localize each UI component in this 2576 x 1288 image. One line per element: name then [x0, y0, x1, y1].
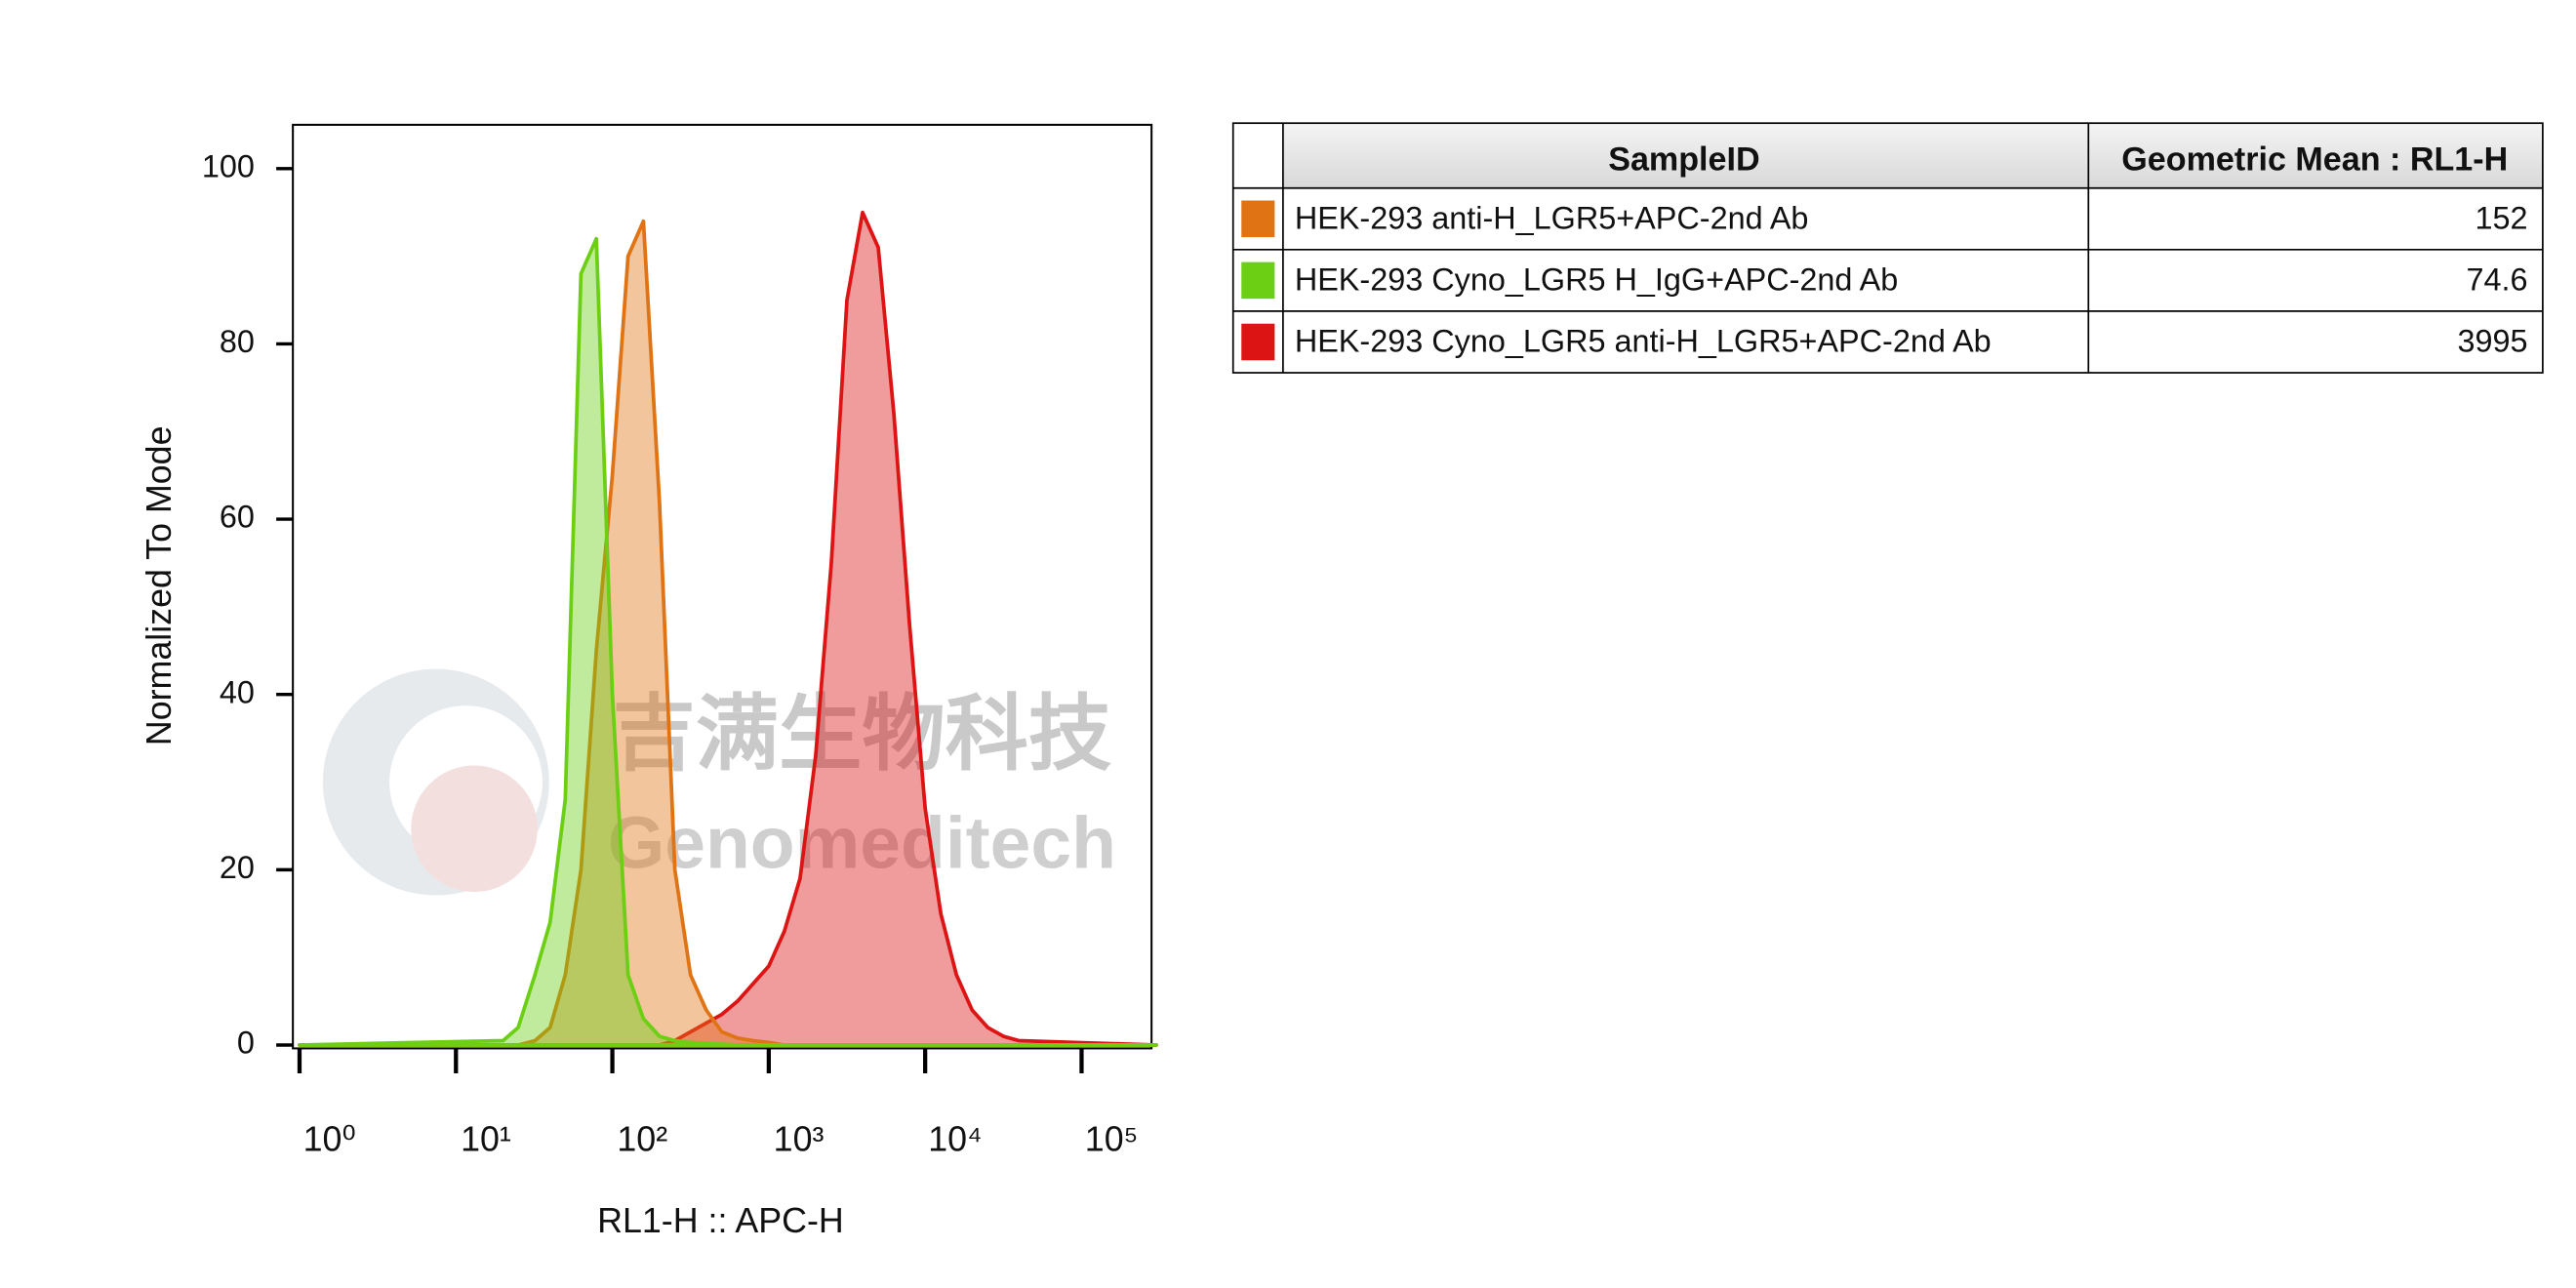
plot-frame	[292, 123, 1153, 1050]
y-tick-label: 20	[220, 850, 255, 885]
histogram-area	[298, 219, 1158, 1047]
y-tick-label: 0	[237, 1026, 255, 1061]
legend-swatch	[1241, 323, 1275, 361]
x-tick-label: 10⁵	[1085, 1119, 1139, 1158]
legend-swatch	[1241, 200, 1275, 238]
legend-swatch	[1241, 262, 1275, 300]
sample-id: HEK-293 Cyno_LGR5 H_IgG+APC-2nd Ab	[1295, 262, 1898, 298]
table-header: Geometric Mean : RL1-H	[2121, 141, 2508, 178]
x-tick-label: 10⁰	[303, 1119, 356, 1158]
table-header: SampleID	[1608, 141, 1759, 178]
sample-id: HEK-293 Cyno_LGR5 anti-H_LGR5+APC-2nd Ab	[1295, 324, 1992, 359]
watermark-cn: 吉满生物科技	[613, 688, 1112, 781]
y-tick-label: 80	[220, 324, 255, 359]
x-tick-label: 10¹	[461, 1119, 511, 1158]
x-axis-label: RL1-H :: APC-H	[597, 1201, 844, 1240]
geometric-mean: 74.6	[2466, 262, 2527, 298]
y-tick-label: 60	[220, 500, 255, 535]
table-border	[1231, 122, 2544, 374]
y-tick-label: 100	[202, 148, 255, 183]
sample-id: HEK-293 anti-H_LGR5+APC-2nd Ab	[1295, 201, 1809, 236]
x-tick-label: 10²	[617, 1119, 667, 1158]
geometric-mean: 152	[2475, 201, 2527, 236]
y-axis-label: Normalized To Mode	[140, 425, 179, 745]
histogram-area	[298, 210, 1158, 1047]
table-header-bg	[1282, 123, 2543, 188]
x-tick-label: 10³	[774, 1119, 825, 1158]
x-tick-label: 10⁴	[928, 1119, 982, 1158]
watermark-en: Genomeditech	[608, 802, 1116, 884]
watermark-logo	[322, 668, 549, 896]
table: SampleID Geometric Mean : RL1-H HEK-293 …	[1231, 122, 2544, 374]
geometric-mean: 3995	[2457, 324, 2527, 359]
histogram-area	[298, 236, 1158, 1047]
y-tick-label: 40	[220, 674, 255, 709]
